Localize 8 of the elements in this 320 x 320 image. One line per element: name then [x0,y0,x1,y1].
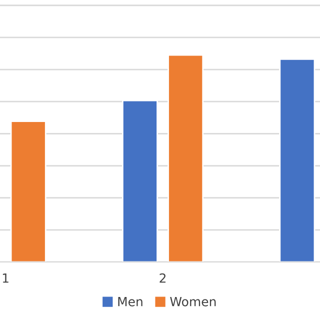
bar [168,54,204,262]
bar [279,58,316,262]
x-tick-label: 1 [2,273,8,283]
bar [122,100,158,262]
bar [10,120,46,262]
legend-label: Women [170,297,216,306]
x-tick-label: 2 [160,273,166,283]
legend-label: Men [118,297,142,306]
